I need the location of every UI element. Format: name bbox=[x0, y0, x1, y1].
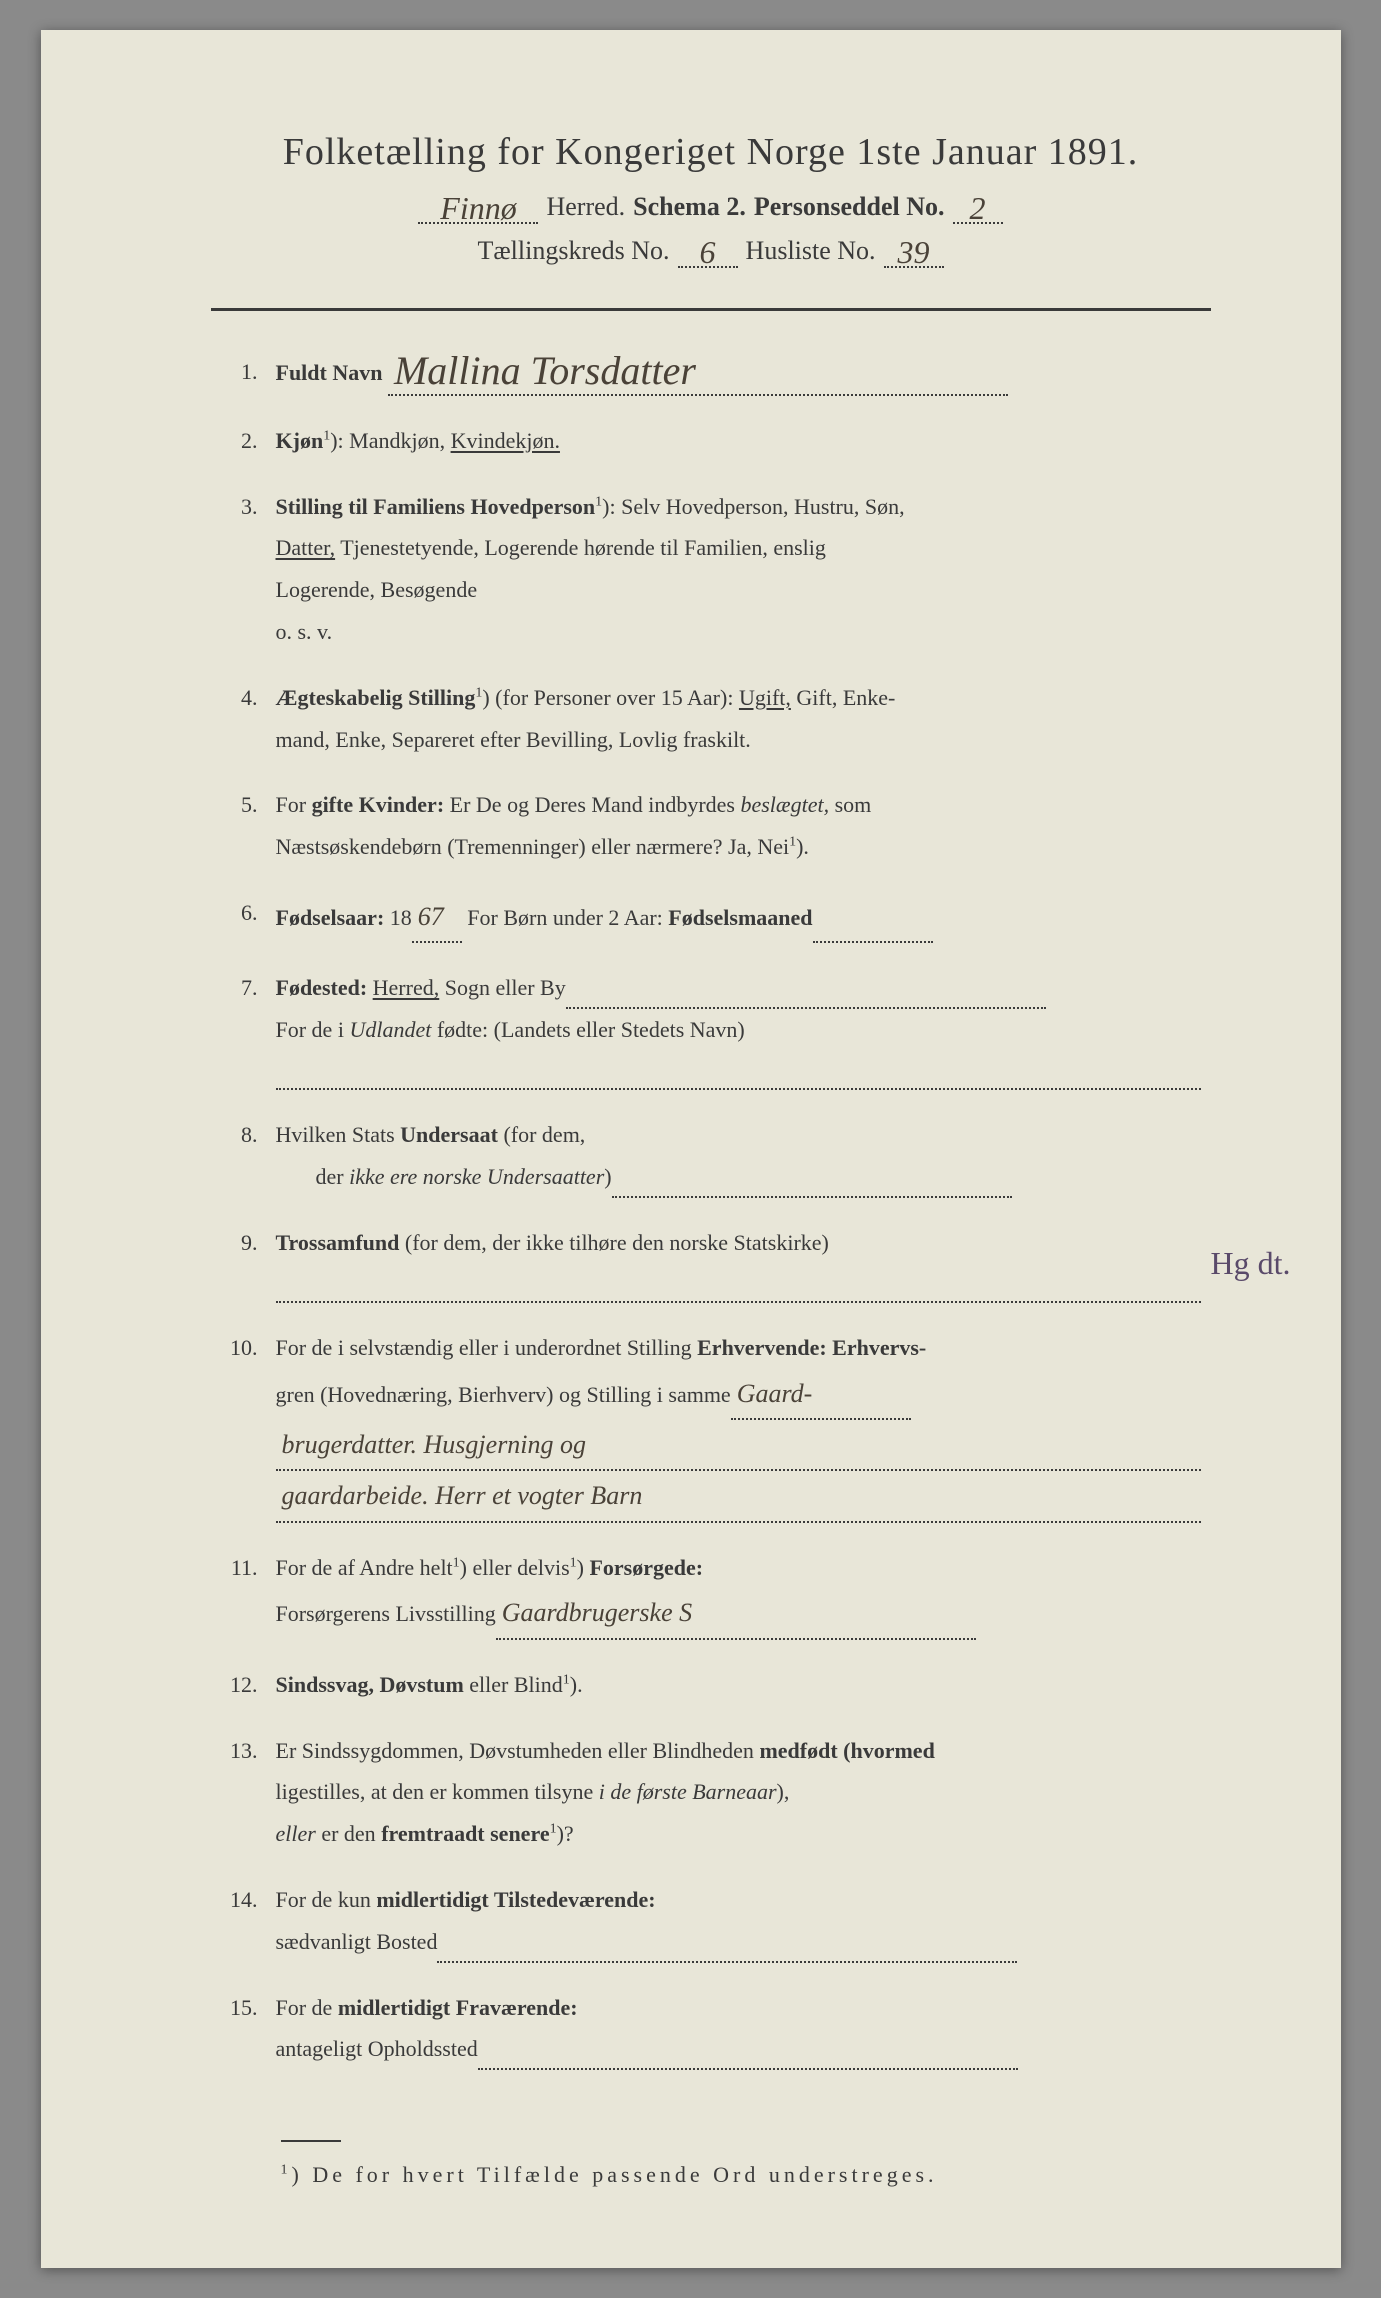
husliste-no-field: 39 bbox=[884, 236, 944, 268]
entry-10: 10. For de i selvstændig eller i underor… bbox=[221, 1327, 1201, 1523]
entry-5: 5. For gifte Kvinder: Er De og Deres Man… bbox=[221, 784, 1201, 868]
entry-1: 1. Fuldt Navn Mallina Torsdatter bbox=[221, 351, 1201, 396]
entry-11: 11. For de af Andre helt1) eller delvis1… bbox=[221, 1547, 1201, 1640]
footnote: 1) De for hvert Tilfælde passende Ord un… bbox=[211, 2140, 1211, 2188]
form-header: Folketælling for Kongeriget Norge 1ste J… bbox=[211, 130, 1211, 268]
entry-14: 14. For de kun midlertidigt Tilstedevære… bbox=[221, 1879, 1201, 1963]
name-field: Mallina Torsdatter bbox=[388, 351, 1008, 396]
header-line-2: Tællingskreds No. 6 Husliste No. 39 bbox=[211, 236, 1211, 268]
footnote-rule bbox=[281, 2140, 341, 2142]
herred-field: Finnø bbox=[418, 192, 538, 224]
provider-field: Gaardbrugerske S bbox=[496, 1588, 976, 1639]
entry-3: 3. Stilling til Familiens Hovedperson1):… bbox=[221, 486, 1201, 653]
header-line-1: Finnø Herred. Schema 2. Personseddel No.… bbox=[211, 192, 1211, 224]
form-entries: 1. Fuldt Navn Mallina Torsdatter 2. Kjøn… bbox=[211, 351, 1211, 2070]
marital-selected: Ugift, bbox=[739, 685, 791, 710]
kreds-no-field: 6 bbox=[678, 236, 738, 268]
birth-year-field: 67 bbox=[412, 892, 462, 943]
entry-8: 8. Hvilken Stats Undersaat (for dem, der… bbox=[221, 1114, 1201, 1198]
header-divider bbox=[211, 308, 1211, 311]
entry-9: 9. Trossamfund (for dem, der ikke tilhør… bbox=[221, 1222, 1201, 1303]
entry-13: 13. Er Sindssygdommen, Døvstumheden elle… bbox=[221, 1730, 1201, 1855]
entry-2: 2. Kjøn1): Mandkjøn, Kvindekjøn. bbox=[221, 420, 1201, 462]
occupation-field: brugerdatter. Husgjerning og bbox=[276, 1420, 1201, 1471]
relation-selected: Datter, bbox=[276, 535, 336, 560]
entry-12: 12. Sindssvag, Døvstum eller Blind1). bbox=[221, 1664, 1201, 1706]
personseddel-no-field: 2 bbox=[953, 192, 1003, 224]
census-form-page: Folketælling for Kongeriget Norge 1ste J… bbox=[41, 30, 1341, 2268]
entry-4: 4. Ægteskabelig Stilling1) (for Personer… bbox=[221, 677, 1201, 761]
birthplace-selected: Herred, bbox=[373, 975, 440, 1000]
margin-annotation: Hg dt. bbox=[1211, 1245, 1291, 1282]
entry-15: 15. For de midlertidigt Fraværende: anta… bbox=[221, 1987, 1201, 2071]
form-title: Folketælling for Kongeriget Norge 1ste J… bbox=[211, 130, 1211, 174]
entry-6: 6. Fødselsaar: 1867 For Børn under 2 Aar… bbox=[221, 892, 1201, 943]
entry-7: 7. Fødested: Herred, Sogn eller By For d… bbox=[221, 967, 1201, 1090]
gender-selected: Kvindekjøn. bbox=[451, 428, 560, 453]
